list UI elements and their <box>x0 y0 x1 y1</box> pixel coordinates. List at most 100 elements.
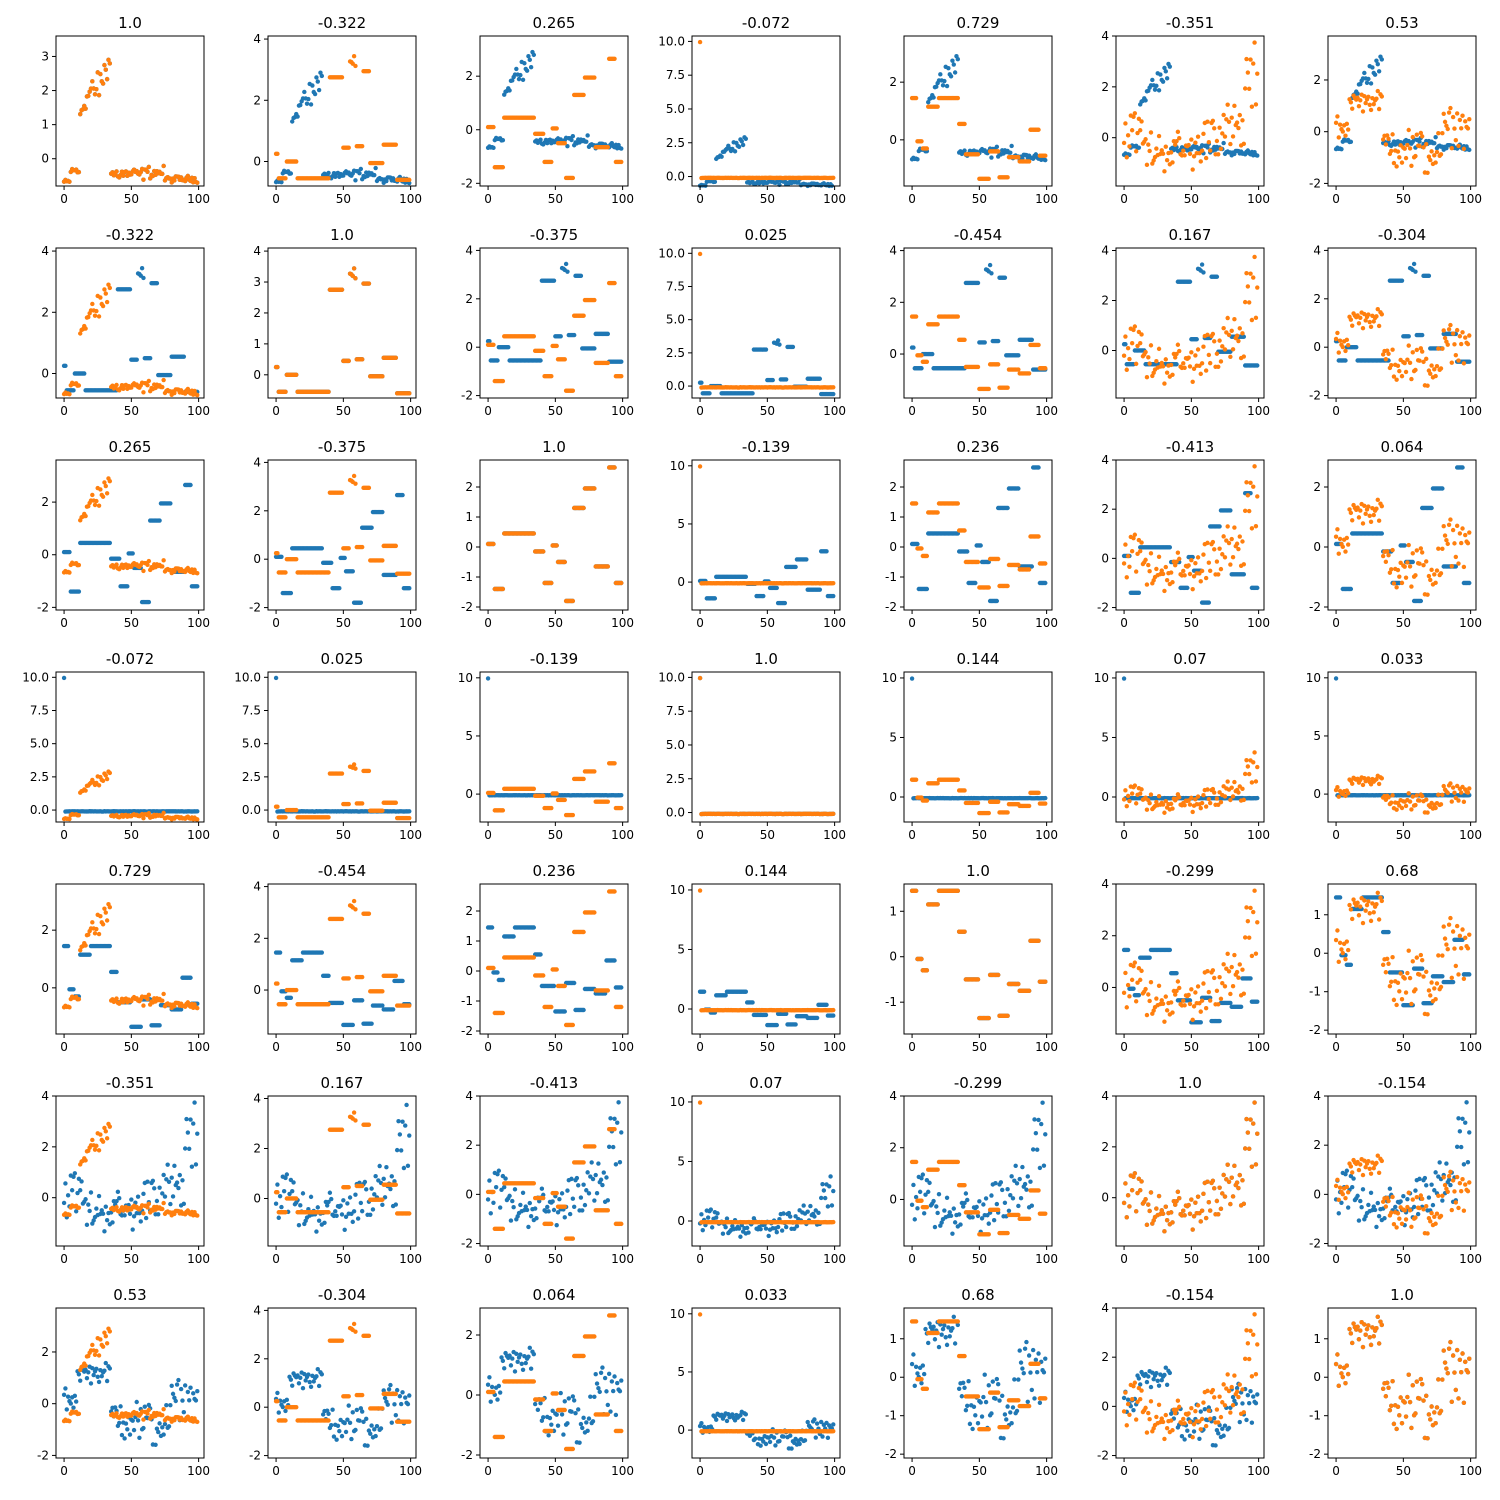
point-b <box>100 81 106 86</box>
point-a <box>1355 91 1360 96</box>
x-tick-label: 0 <box>696 192 704 206</box>
point-b <box>1389 567 1394 572</box>
point-b <box>1350 323 1355 328</box>
x-tick-label: 100 <box>187 192 210 206</box>
point-b <box>1221 534 1226 539</box>
point-b <box>294 372 299 378</box>
x-tick-label: 100 <box>187 404 210 418</box>
point-b <box>1379 312 1385 317</box>
point-b <box>359 801 365 806</box>
point-b <box>1203 368 1209 373</box>
point-b <box>76 813 82 818</box>
axes-frame <box>479 247 629 399</box>
point-b <box>1228 354 1233 359</box>
point-b <box>380 374 385 379</box>
point-a <box>569 137 574 143</box>
point-b <box>1405 560 1410 565</box>
series-b-points <box>697 39 836 181</box>
x-tick-label: 100 <box>187 616 210 630</box>
y-tick-label: 0 <box>465 340 473 354</box>
point-a <box>982 340 987 345</box>
point-b <box>1245 493 1251 498</box>
point-b <box>380 160 385 166</box>
point-b <box>1245 284 1251 289</box>
point-b <box>67 391 72 397</box>
point-a <box>288 590 294 596</box>
point-b <box>1255 494 1260 499</box>
point-a <box>1467 359 1472 364</box>
point-b <box>1123 334 1128 339</box>
point-b <box>104 776 110 782</box>
point-a <box>522 61 527 66</box>
series-a-points <box>697 135 835 189</box>
point-a <box>743 574 749 580</box>
point-b <box>1344 337 1350 343</box>
y-tick-label: 2 <box>1101 502 1109 516</box>
y-tick-label: 4 <box>1101 29 1109 43</box>
point-b <box>1043 561 1048 566</box>
point-b <box>1199 568 1205 574</box>
point-b <box>1389 362 1394 368</box>
point-b <box>1186 355 1191 360</box>
y-tick-label: 2 <box>41 495 49 509</box>
point-b <box>185 173 191 179</box>
point-a <box>761 593 766 599</box>
point-b <box>1216 152 1221 157</box>
point-a <box>1163 69 1168 74</box>
series-a-points <box>273 70 412 186</box>
point-b <box>1216 572 1221 577</box>
point-b <box>1360 326 1366 331</box>
point-b <box>1182 573 1187 578</box>
point-b <box>1139 119 1144 124</box>
point-a <box>168 372 173 378</box>
point-b <box>1386 553 1391 558</box>
point-b <box>1156 346 1162 352</box>
point-b <box>1419 349 1425 354</box>
point-b <box>339 75 345 80</box>
point-b <box>1198 159 1203 164</box>
point-b <box>1465 341 1471 347</box>
y-tick-label: 4 <box>253 244 261 258</box>
point-b <box>1133 569 1139 574</box>
x-tick-label: 0 <box>272 192 280 206</box>
y-tick-label: 0 <box>1101 551 1109 565</box>
point-b <box>1368 107 1374 113</box>
point-b <box>1225 315 1230 321</box>
y-tick-label: 0.0 <box>666 379 685 393</box>
point-b <box>697 251 703 257</box>
x-tick-label: 50 <box>972 616 987 630</box>
point-b <box>353 481 358 486</box>
point-b <box>339 771 345 776</box>
panel-title: -0.351 <box>1166 14 1214 32</box>
point-b <box>146 558 152 564</box>
y-tick-label: 4 <box>1313 243 1321 257</box>
point-b <box>1440 346 1445 351</box>
point-b <box>1124 155 1129 160</box>
point-b <box>531 531 537 536</box>
point-b <box>1164 370 1170 375</box>
point-b <box>1193 353 1198 358</box>
point-b <box>1385 549 1390 554</box>
point-a <box>1410 559 1415 565</box>
point-a <box>357 171 362 176</box>
point-b <box>1425 592 1430 597</box>
point-b <box>1459 540 1464 546</box>
y-tick-label: 10 <box>670 459 685 473</box>
point-b <box>1230 134 1236 139</box>
point-b <box>104 299 110 305</box>
point-a <box>279 179 284 185</box>
x-tick-label: 50 <box>1184 192 1199 206</box>
point-b <box>1177 348 1182 354</box>
y-tick-label: 2.5 <box>666 136 685 150</box>
point-a <box>777 342 782 347</box>
point-b <box>195 571 200 576</box>
point-b <box>407 177 412 183</box>
y-tick-label: 5 <box>677 517 685 531</box>
point-b <box>1441 524 1446 529</box>
point-a <box>316 87 322 93</box>
point-b <box>98 487 103 492</box>
